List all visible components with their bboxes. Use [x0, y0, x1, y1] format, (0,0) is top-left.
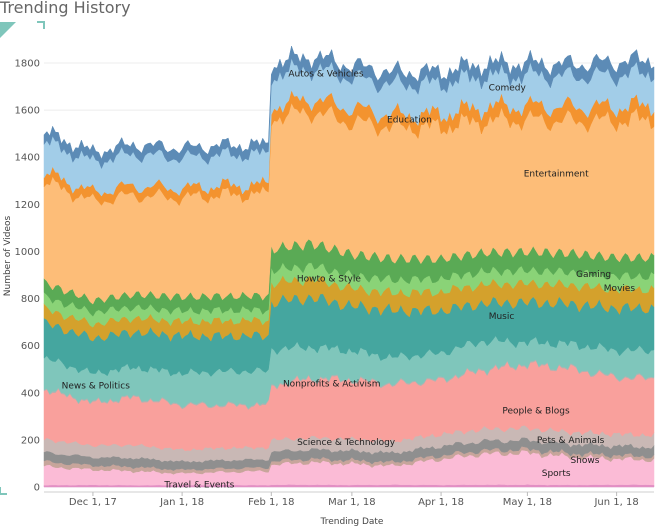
series-label-gaming: Gaming: [576, 270, 611, 280]
series-label-movies: Movies: [604, 284, 636, 294]
series-label-science-technology: Science & Technology: [297, 438, 396, 448]
y-tick-label: 1000: [15, 247, 40, 258]
x-tick-label: Dec 1, 17: [69, 497, 117, 508]
x-tick-label: Apr 1, 18: [418, 497, 464, 508]
y-tick-label: 1600: [15, 106, 40, 117]
series-label-education: Education: [387, 116, 432, 126]
x-tick-label: Jan 1, 18: [159, 497, 204, 508]
series-label-sports: Sports: [542, 469, 571, 479]
y-tick-label: 600: [21, 341, 40, 352]
series-areas: [43, 45, 655, 488]
y-tick-label: 200: [21, 435, 40, 446]
chart-title: Trending History: [0, 0, 131, 17]
series-label-music: Music: [489, 312, 515, 322]
series-label-howto-style: Howto & Style: [297, 275, 361, 285]
series-label-nonprofits-activism: Nonprofits & Activism: [283, 379, 381, 389]
x-tick-label: Jun 1, 18: [593, 497, 638, 508]
y-tick-label: 800: [21, 294, 40, 305]
y-tick-label: 1800: [15, 59, 40, 70]
x-axis: Dec 1, 17 Jan 1, 18 Feb 1, 18 Mar 1, 18 Apr …: [44, 491, 654, 508]
x-axis-title: Trending Date: [320, 517, 384, 526]
series-label-travel-events: Travel & Events: [163, 481, 234, 491]
series-label-autos-vehicles: Autos & Vehicles: [288, 70, 364, 80]
series-label-shows: Shows: [570, 456, 599, 466]
series-label-comedy: Comedy: [489, 84, 527, 94]
corner-mark-top-left: [0, 22, 16, 38]
x-tick-label: Feb 1, 18: [248, 497, 294, 508]
corner-mark-top-right: [37, 21, 45, 29]
y-axis-title: Number of Videos: [3, 215, 13, 296]
series-label-news-politics: News & Politics: [62, 382, 131, 392]
series-labels: Autos & Vehicles Comedy Education Entertain…: [62, 70, 636, 491]
area-autos-vehicles: [43, 45, 655, 170]
corner-mark-bottom-left: [0, 487, 7, 495]
y-axis: 0 200 400 600 800 1000 1200 1400 1600 1800: [15, 59, 40, 494]
series-label-people-blogs: People & Blogs: [502, 406, 570, 416]
y-tick-label: 0: [34, 483, 40, 494]
y-tick-label: 1200: [15, 200, 40, 211]
x-tick-label: May 1, 18: [503, 497, 552, 508]
y-tick-label: 400: [21, 388, 40, 399]
y-tick-label: 1400: [15, 153, 40, 164]
x-tick-label: Mar 1, 18: [328, 497, 376, 508]
series-label-entertainment: Entertainment: [524, 170, 589, 180]
series-label-pets-animals: Pets & Animals: [537, 436, 605, 446]
